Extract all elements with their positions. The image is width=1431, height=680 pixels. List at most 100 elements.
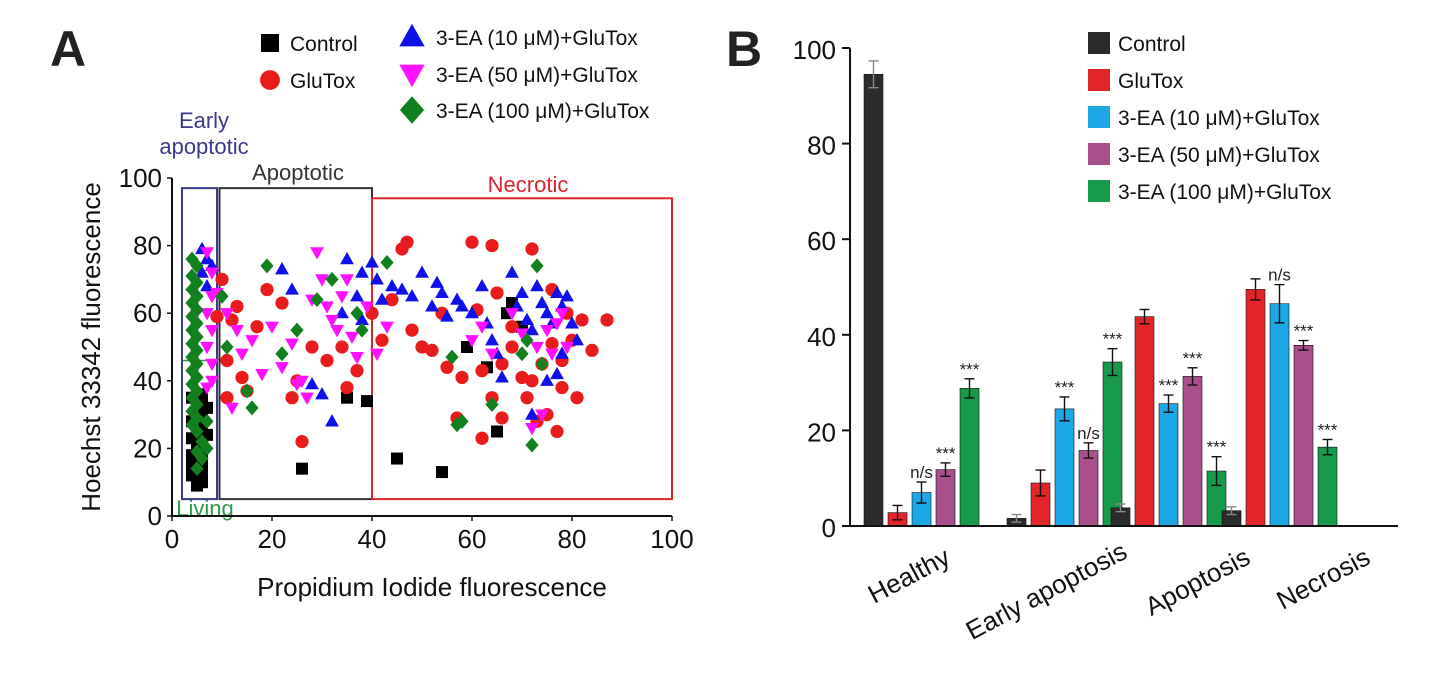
scatter-points bbox=[185, 235, 614, 492]
point-3-ea-50-m-glutox bbox=[205, 375, 219, 388]
legend-label-b-control: Control bbox=[1118, 33, 1186, 56]
point-glutox bbox=[340, 380, 354, 395]
point-3-ea-10-m-glutox bbox=[285, 282, 299, 295]
y-tick-label: 0 bbox=[148, 501, 162, 531]
point-3-ea-10-m-glutox bbox=[520, 312, 534, 326]
category-label-healthy: Healthy bbox=[863, 541, 955, 609]
point-3-ea-100-m-glutox bbox=[355, 322, 369, 338]
point-3-ea-10-m-glutox bbox=[425, 299, 439, 312]
point-3-ea-100-m-glutox bbox=[525, 437, 539, 453]
point-3-ea-10-m-glutox bbox=[540, 306, 554, 319]
point-glutox bbox=[375, 333, 389, 347]
legend-swatch-glutox bbox=[1088, 69, 1110, 91]
y-tick-label-b: 40 bbox=[807, 322, 836, 352]
legend-marker-3-ea-10-m-glutox bbox=[399, 23, 425, 47]
y-tick-label-b: 80 bbox=[807, 131, 836, 161]
significance-label: *** bbox=[960, 360, 980, 379]
point-glutox bbox=[525, 374, 539, 388]
point-glutox bbox=[405, 323, 419, 337]
point-glutox bbox=[495, 411, 509, 425]
point-3-ea-100-m-glutox bbox=[190, 424, 204, 439]
point-3-ea-50-m-glutox bbox=[235, 348, 249, 361]
point-glutox bbox=[285, 391, 299, 405]
point-glutox bbox=[485, 239, 499, 253]
point-3-ea-100-m-glutox bbox=[190, 461, 204, 477]
bar-3-ea-50-m-glutox-apoptosis bbox=[1182, 376, 1203, 527]
region-box-early-apoptotic bbox=[181, 187, 218, 501]
legend-label-control: Control bbox=[290, 33, 358, 56]
point-glutox bbox=[525, 242, 539, 256]
point-glutox bbox=[295, 435, 309, 449]
point-3-ea-50-m-glutox bbox=[360, 301, 374, 314]
point-glutox bbox=[235, 370, 249, 385]
point-3-ea-100-m-glutox bbox=[530, 258, 544, 274]
bar-3-ea-100-m-glutox-early-apoptosis bbox=[1102, 361, 1123, 527]
point-3-ea-10-m-glutox bbox=[550, 285, 564, 299]
significance-label: *** bbox=[1294, 322, 1314, 341]
point-glutox bbox=[220, 353, 234, 368]
point-3-ea-10-m-glutox bbox=[535, 295, 549, 309]
significance-label: n/s bbox=[910, 463, 933, 482]
point-control bbox=[201, 401, 213, 414]
y-tick-label: 100 bbox=[119, 163, 162, 193]
point-3-ea-10-m-glutox bbox=[525, 322, 539, 336]
point-3-ea-50-m-glutox bbox=[325, 314, 339, 328]
point-glutox bbox=[275, 296, 289, 310]
category-labels: Healthy Early apoptosis Apoptosis Necrosis bbox=[863, 536, 1375, 646]
point-3-ea-10-m-glutox bbox=[450, 292, 464, 305]
legend-label-3-ea-50-m-glutox: 3-EA (50 μM)+GluTox bbox=[436, 64, 638, 87]
point-3-ea-100-m-glutox bbox=[290, 322, 304, 338]
point-3-ea-50-m-glutox bbox=[380, 321, 394, 334]
point-3-ea-10-m-glutox bbox=[440, 309, 454, 322]
point-3-ea-50-m-glutox bbox=[525, 423, 539, 436]
legend-swatch-3-ea-100-m-glutox bbox=[1088, 180, 1110, 202]
point-3-ea-100-m-glutox bbox=[445, 349, 459, 365]
region-label-line: Early bbox=[179, 108, 229, 133]
point-3-ea-10-m-glutox bbox=[435, 285, 449, 299]
point-glutox bbox=[350, 364, 364, 378]
point-control bbox=[436, 466, 448, 479]
point-glutox bbox=[520, 391, 534, 405]
point-3-ea-50-m-glutox bbox=[310, 247, 324, 260]
point-glutox bbox=[210, 309, 224, 324]
point-control bbox=[341, 391, 353, 404]
legend-marker-3-ea-100-m-glutox bbox=[399, 96, 425, 124]
significance-label: *** bbox=[1318, 420, 1338, 439]
point-3-ea-100-m-glutox bbox=[485, 396, 499, 412]
point-glutox bbox=[475, 364, 489, 378]
panel-a-ticks: 0 20 40 60 80 100 0 20 40 60 80 100 bbox=[119, 163, 694, 554]
point-3-ea-50-m-glutox bbox=[205, 325, 219, 338]
panel-b: B n/s*********n/s************n/s****** 0… bbox=[726, 21, 1398, 646]
bar-3-ea-50-m-glutox-early-apoptosis bbox=[1078, 450, 1099, 527]
point-3-ea-50-m-glutox bbox=[300, 392, 314, 405]
point-3-ea-10-m-glutox bbox=[555, 346, 569, 359]
point-3-ea-10-m-glutox bbox=[350, 289, 364, 302]
x-tick-label: 60 bbox=[458, 524, 487, 554]
point-3-ea-50-m-glutox bbox=[550, 318, 564, 331]
point-glutox bbox=[260, 282, 274, 297]
region-label-early-apoptotic: Early apoptotic bbox=[159, 108, 248, 159]
bar-3-ea-10-m-glutox-apoptosis bbox=[1158, 403, 1179, 527]
point-3-ea-10-m-glutox bbox=[340, 251, 354, 265]
significance-label: *** bbox=[1103, 330, 1123, 349]
point-3-ea-10-m-glutox bbox=[195, 265, 209, 278]
category-label-apoptosis: Apoptosis bbox=[1140, 541, 1255, 621]
point-3-ea-50-m-glutox bbox=[515, 328, 529, 341]
panel-a-label: A bbox=[50, 21, 86, 77]
point-3-ea-100-m-glutox bbox=[310, 292, 324, 308]
point-glutox bbox=[455, 370, 469, 385]
point-3-ea-10-m-glutox bbox=[505, 265, 519, 278]
point-3-ea-50-m-glutox bbox=[255, 368, 269, 382]
point-3-ea-100-m-glutox bbox=[520, 332, 534, 348]
point-glutox bbox=[495, 357, 509, 371]
point-glutox bbox=[475, 431, 489, 445]
bar-glutox-apoptosis bbox=[1134, 316, 1155, 527]
point-glutox bbox=[585, 343, 599, 357]
y-tick-label: 40 bbox=[133, 366, 162, 396]
x-tick-label: 40 bbox=[358, 524, 387, 554]
legend-label-3-ea-100-m-glutox: 3-EA (100 μM)+GluTox bbox=[436, 100, 650, 123]
point-3-ea-50-m-glutox bbox=[285, 338, 299, 351]
point-3-ea-100-m-glutox bbox=[200, 413, 214, 429]
